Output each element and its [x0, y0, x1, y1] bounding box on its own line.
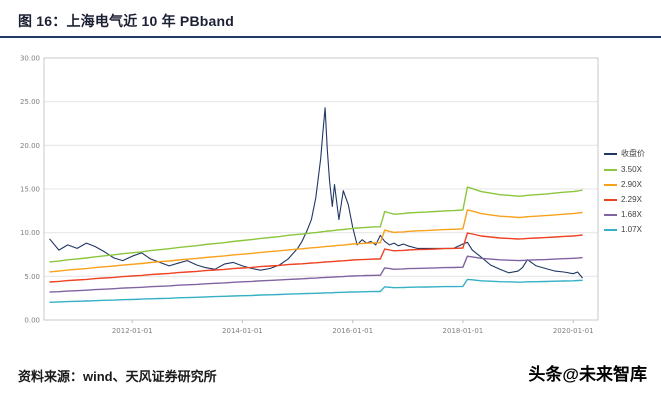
legend-swatch [604, 228, 617, 231]
legend-label: 2.90X [621, 180, 642, 189]
x-tick-label: 2016-01-01 [332, 327, 373, 335]
y-tick-label: 5.00 [24, 273, 40, 281]
legend-swatch [604, 183, 617, 186]
legend-item-收盘价: 收盘价 [604, 148, 658, 159]
legend-swatch [604, 168, 617, 171]
x-tick-label: 2014-01-01 [222, 327, 263, 335]
legend-swatch [604, 152, 617, 155]
source-note: 资料来源：wind、天风证券研究所 [18, 369, 217, 384]
watermark: 头条@未来智库 [528, 365, 647, 384]
series-line-2.29X [49, 232, 583, 283]
legend-label: 1.07X [621, 225, 642, 234]
legend-item-2.90X: 2.90X [604, 180, 658, 189]
chart-area: 0.00 5.00 10.00 15.00 20.00 25.00 30.00 2012-01… [0, 38, 661, 346]
legend-item-1.68X: 1.68X [604, 210, 658, 219]
y-tick-label: 20.00 [20, 142, 40, 150]
y-tick-label: 10.00 [20, 229, 40, 237]
legend-item-2.29X: 2.29X [604, 195, 658, 204]
legend-label: 1.68X [621, 210, 642, 219]
figure-title: 图 16：上海电气近 10 年 PBband [18, 13, 234, 29]
figure-header: 图 16：上海电气近 10 年 PBband [0, 0, 661, 36]
legend-item-1.07X: 1.07X [604, 225, 658, 234]
legend-label: 收盘价 [621, 149, 645, 158]
title-divider [0, 36, 661, 38]
series-line-1.07X [49, 278, 583, 303]
y-tick-label: 15.00 [20, 186, 40, 194]
series-line-3.50X [49, 186, 583, 263]
y-tick-label: 25.00 [20, 98, 40, 106]
series-line-1.68X [49, 255, 583, 293]
y-tick-label: 30.00 [20, 55, 40, 63]
legend-item-3.50X: 3.50X [604, 165, 658, 174]
x-tick-label: 2012-01-01 [112, 327, 153, 335]
legend-label: 2.29X [621, 195, 642, 204]
legend-swatch [604, 198, 617, 201]
legend-swatch [604, 213, 617, 216]
figure-footer: 资料来源：wind、天风证券研究所 头条@未来智库 [0, 360, 661, 385]
pb-band-chart: 0.00 5.00 10.00 15.00 20.00 25.00 30.00 2012-01… [20, 55, 599, 335]
series-line-收盘价 [49, 107, 584, 279]
plot-border [43, 57, 599, 321]
series-line-2.90X [49, 209, 583, 273]
x-tick-label: 2018-01-01 [443, 327, 484, 335]
y-tick-label: 0.00 [24, 317, 40, 325]
legend-label: 3.50X [621, 165, 642, 174]
chart-legend: 收盘价 3.50X 2.90X 2.29X 1.68X 1.07X [604, 148, 658, 346]
x-tick-label: 2020-01-01 [553, 327, 594, 335]
